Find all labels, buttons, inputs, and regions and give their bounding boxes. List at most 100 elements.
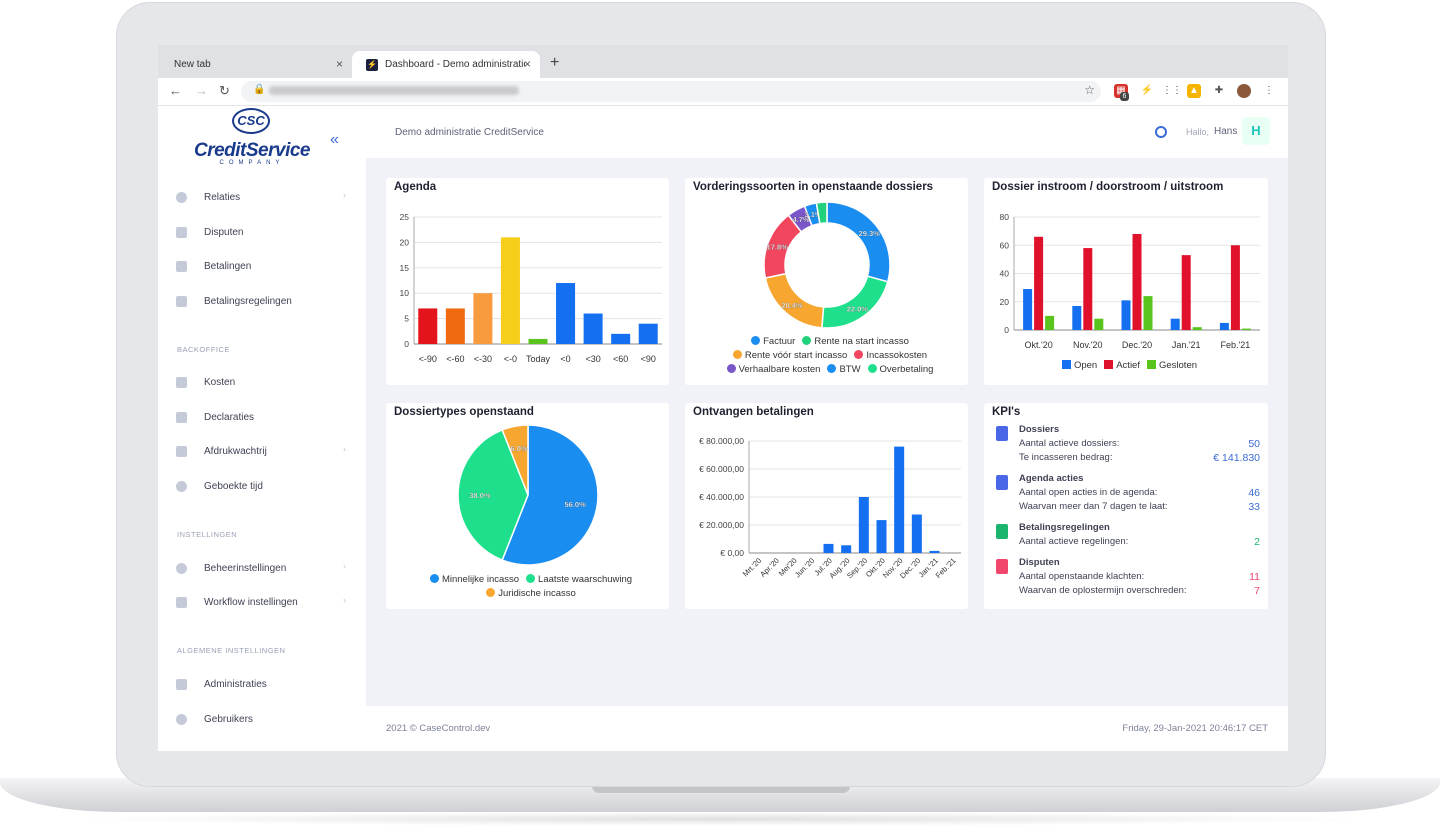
users-icon [176, 713, 187, 725]
kpi-heading: Dossiers [1019, 424, 1060, 435]
lightning-extension-icon[interactable]: ⚡ [1140, 85, 1154, 96]
y-tick-label: 25 [400, 212, 410, 222]
pie-slice [826, 201, 891, 283]
card-title: Dossiertypes openstaand [394, 406, 534, 418]
agenda-bar [638, 323, 658, 344]
workflow-icon [176, 596, 187, 608]
sidebar-item-label: Betalingsregelingen [204, 295, 292, 307]
legend-label[interactable]: Juridische incasso [498, 588, 576, 599]
section-algemene-instellingen: ALGEMENE INSTELLINGEN [177, 646, 286, 655]
forward-icon[interactable]: → [195, 83, 208, 98]
kpi-value[interactable]: € 141.830 [1213, 452, 1260, 464]
series-bar-actief [1034, 236, 1044, 330]
x-tick-label: Jun.'20 [793, 556, 816, 579]
reload-icon[interactable]: ↻ [219, 83, 230, 98]
logo-mark: CSC [232, 108, 270, 134]
kpi-value[interactable]: 11 [1249, 571, 1260, 583]
kpi-value[interactable]: 7 [1254, 585, 1260, 597]
document-icon [176, 295, 187, 307]
agenda-bar [473, 293, 493, 344]
footer-copyright: 2021 © CaseControl.dev [386, 723, 491, 734]
legend-swatch [486, 588, 496, 597]
series-bar-actief [1083, 248, 1093, 330]
card-title: Ontvangen betalingen [693, 406, 814, 418]
sidebar-item-label: Administraties [204, 678, 267, 690]
series-bar-gesloten [1192, 327, 1202, 330]
blurred-url [269, 86, 519, 95]
browser-tab-dashboard[interactable]: ⚡ Dashboard - Demo administratie CreditS… [352, 51, 540, 78]
kpi-value[interactable]: 33 [1248, 501, 1260, 513]
apps-grid-icon[interactable]: ⋮⋮ [1162, 85, 1182, 96]
sidebar-item-kosten[interactable]: Kosten [176, 372, 346, 392]
slice-label: 17.8% [767, 243, 789, 252]
address-bar[interactable]: 🔒 ☆ [241, 81, 1101, 102]
avatar[interactable]: H [1242, 117, 1270, 145]
sidebar-item-betalingsregelingen[interactable]: Betalingsregelingen [176, 291, 346, 311]
legend-label[interactable]: Rente na start incasso [814, 336, 909, 347]
sidebar-item-label: Workflow instellingen [204, 596, 298, 608]
legend-label[interactable]: Verhaalbare kosten [738, 364, 821, 375]
drive-icon[interactable]: ▲ [1187, 84, 1201, 98]
puzzle-extensions-icon[interactable]: ✚ [1214, 85, 1224, 96]
sidebar-item-geboekte-tijd[interactable]: Geboekte tijd [176, 476, 346, 496]
close-tab-icon[interactable]: × [335, 57, 343, 71]
sidebar-item-gebruikers[interactable]: Gebruikers [176, 709, 346, 729]
sidebar-item-betalingen[interactable]: Betalingen [176, 256, 346, 276]
footer-datetime: Friday, 29-Jan-2021 20:46:17 CET [1122, 723, 1268, 734]
sidebar-item-workflow-instellingen[interactable]: Workflow instellingen › [176, 592, 346, 612]
browser-tab-new-tab[interactable]: New tab × [160, 51, 352, 78]
legend-label[interactable]: Actief [1116, 360, 1140, 371]
x-tick-label: <0 [560, 354, 570, 364]
profile-avatar-icon[interactable] [1237, 84, 1251, 98]
sidebar-item-administraties[interactable]: Administraties [176, 674, 346, 694]
legend-swatch [1061, 360, 1071, 369]
legend-label[interactable]: Gesloten [1158, 360, 1198, 371]
series-bar-actief [1230, 245, 1240, 330]
legend-label[interactable]: Incassokosten [866, 350, 928, 361]
kpi-heading: Agenda acties [1019, 473, 1084, 484]
legend-label[interactable]: Open [1073, 360, 1098, 371]
x-tick-label: <-90 [419, 354, 437, 364]
slice-label: 3.1% [804, 210, 821, 219]
dossiertypes-pie-chart: 56.0% 38.0% 6.0% [457, 424, 599, 566]
screen: New tab × ⚡ Dashboard - Demo administrat… [158, 45, 1288, 751]
collapse-sidebar-icon[interactable]: « [330, 131, 339, 148]
sidebar-item-relaties[interactable]: Relaties › [176, 187, 346, 207]
favicon-icon: ⚡ [366, 58, 378, 71]
sidebar-item-afdrukwachtrij[interactable]: Afdrukwachtrij › [176, 441, 346, 461]
card-title: Dossier instroom / doorstroom / uitstroo… [992, 181, 1224, 193]
back-icon[interactable]: ← [169, 83, 182, 98]
bookmark-star-icon[interactable]: ☆ [1084, 83, 1095, 97]
legend-row: Minnelijke incasso Laatste waarschuwing [386, 574, 669, 585]
legend-label[interactable]: Minnelijke incasso [441, 574, 520, 585]
sidebar-item-declaraties[interactable]: Declaraties [176, 407, 346, 427]
kpi-value[interactable]: 46 [1248, 487, 1260, 499]
kpi-value[interactable]: 50 [1248, 438, 1260, 450]
legend-label[interactable]: Rente vóór start incasso [744, 350, 848, 361]
kpi-disputen: Disputen Aantal openstaande klachten: 11 … [992, 557, 1262, 601]
y-tick-label: 10 [400, 288, 410, 298]
slice-label: 22.0% [847, 304, 869, 313]
sidebar-item-beheerinstellingen[interactable]: Beheerinstellingen › [176, 558, 346, 578]
legend-label[interactable]: Overbetaling [879, 364, 934, 375]
series-bar-actief [1132, 233, 1142, 330]
thumbs-down-icon [996, 559, 1008, 574]
sidebar-item-disputen[interactable]: Disputen [176, 222, 346, 242]
page-header: Demo administratie CreditService Hallo, … [366, 106, 1288, 158]
legend-label[interactable]: Laatste waarschuwing [538, 574, 633, 585]
user-name[interactable]: Hans [1214, 126, 1238, 137]
x-tick-label: Today [526, 354, 551, 364]
logo-wordmark: CreditService [193, 140, 311, 161]
menu-kebab-icon[interactable]: ⋮ [1264, 85, 1274, 96]
x-tick-label: Apr.'20 [758, 556, 781, 579]
kpi-value[interactable]: 2 [1254, 536, 1260, 548]
legend-swatch [1104, 360, 1114, 369]
search-icon[interactable] [1155, 126, 1167, 138]
new-tab-button[interactable]: + [550, 54, 560, 71]
legend-label[interactable]: Factuur [763, 336, 796, 347]
legend-label[interactable]: BTW [839, 364, 861, 375]
dossiertypes-card: Dossiertypes openstaand 56.0% 38.0% 6.0% M… [386, 403, 669, 609]
kpi-label: Aantal actieve regelingen: [1019, 536, 1129, 547]
y-tick-label: 0 [404, 339, 409, 349]
close-tab-icon[interactable]: × [523, 57, 531, 71]
